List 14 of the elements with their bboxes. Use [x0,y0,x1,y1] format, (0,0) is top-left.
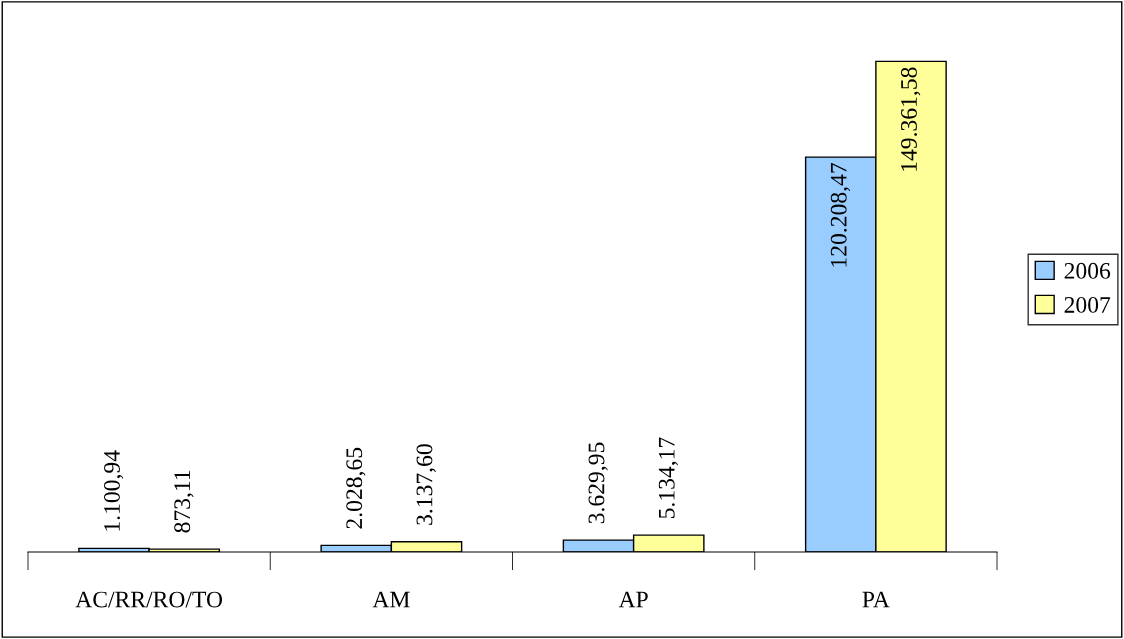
data-label: 120.208,47 [830,163,851,267]
x-tick-label: AM [372,591,410,608]
data-label: 3.629,95 [588,442,608,524]
x-tick-label: PA [862,591,890,608]
x-tick-label: AP [618,591,648,608]
data-label: 1.100,94 [103,450,124,531]
legend-label: 2006 [1064,262,1111,279]
data-label: 873,11 [174,470,194,533]
data-label: 2.028,65 [346,447,366,529]
data-label: 149.361,58 [900,67,921,171]
data-label: 3.137,60 [416,444,436,525]
legend-label: 2007 [1064,296,1111,313]
data-label: 5.134,17 [658,437,679,519]
x-tick-label: AC/RR/RO/TO [75,591,223,608]
